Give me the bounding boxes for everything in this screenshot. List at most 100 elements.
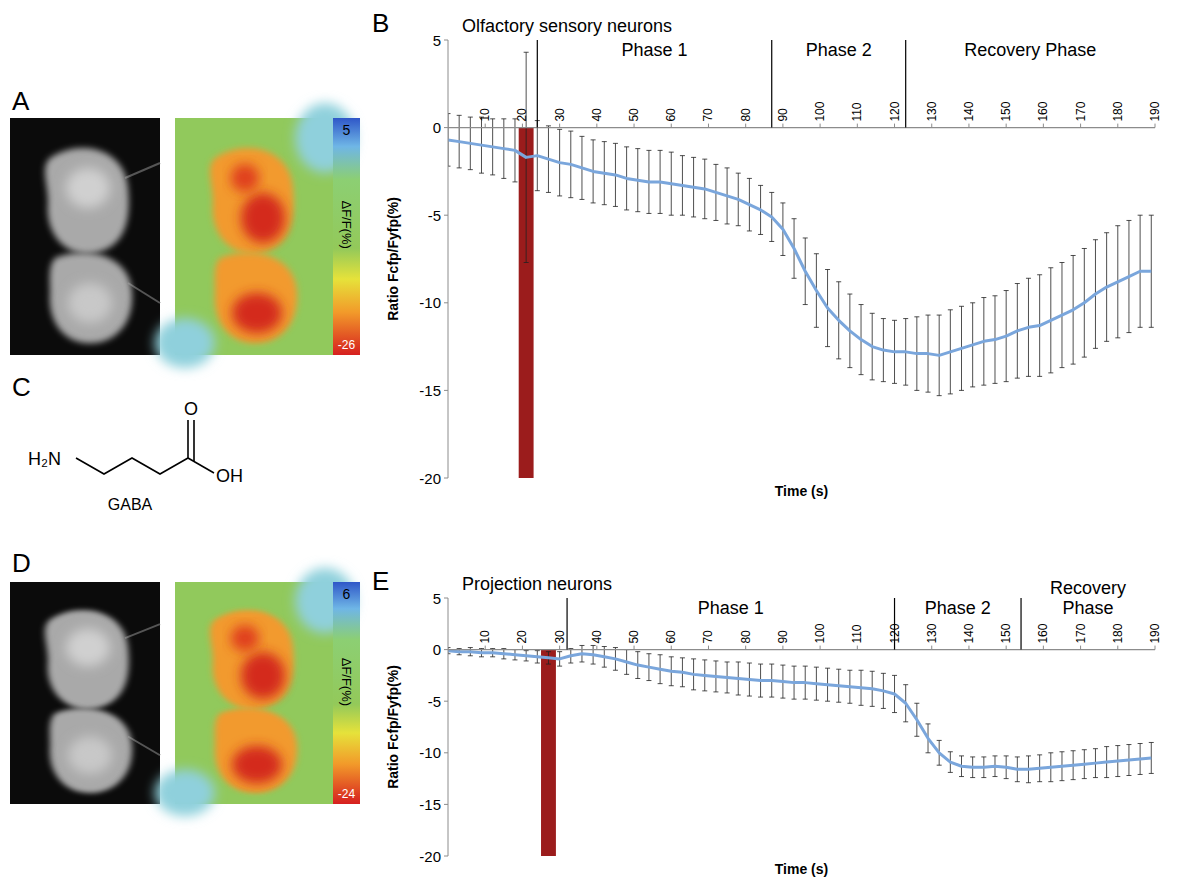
heatmap-image [155, 568, 355, 816]
y-tick-label: -20 [419, 470, 441, 487]
bond [187, 420, 189, 458]
x-tick-label: 150 [999, 101, 1013, 121]
phase-line [771, 40, 772, 128]
chart-title: Projection neurons [462, 574, 612, 594]
heat-core [232, 293, 282, 333]
x-tick-label: 190 [1148, 101, 1162, 121]
phase-label: Phase 1 [698, 598, 764, 618]
x-tick [708, 124, 709, 128]
x-tick [522, 124, 523, 128]
x-tick [1117, 646, 1118, 650]
x-tick-label: 150 [999, 623, 1013, 643]
x-axis-title: Time (s) [775, 483, 828, 499]
y-tick-label: 0 [433, 641, 441, 658]
y-tick [444, 804, 448, 805]
colorbar-label: ΔF/F(%) [339, 658, 354, 706]
heat-patch [155, 769, 215, 816]
x-tick-label: 170 [1074, 623, 1088, 643]
y-tick [444, 598, 448, 599]
figure: A5-26ΔF/F(%)D6-24ΔF/F(%)CH₂NOOHGABABOlfa… [0, 0, 1181, 884]
x-tick-label: 30 [553, 108, 567, 122]
x-tick [931, 646, 932, 650]
phase-line [1020, 598, 1021, 650]
x-tick-label: 10 [478, 108, 492, 122]
y-axis-line [448, 598, 449, 856]
x-tick-label: 110 [850, 624, 864, 643]
y-tick-label: 0 [433, 119, 441, 136]
colorbar [333, 582, 360, 804]
x-tick-label: 20 [515, 108, 529, 122]
image-ground [10, 582, 160, 804]
x-tick [782, 646, 783, 650]
atom-label: OH [216, 466, 243, 486]
x-tick [634, 124, 635, 128]
nerve [125, 624, 160, 638]
x-tick-label: 60 [664, 630, 678, 644]
y-axis-line [448, 40, 449, 478]
phase-line [537, 40, 538, 128]
bright-spot [66, 168, 110, 208]
panel-letter: D [12, 548, 31, 578]
plot-area [448, 52, 1154, 478]
x-tick-label: 40 [590, 630, 604, 644]
colorbar [333, 118, 360, 355]
y-axis-title: Ratio Fcfp/Fyfp(%) [385, 665, 401, 789]
x-tick [931, 124, 932, 128]
x-tick-label: 90 [776, 630, 790, 644]
nerve [128, 283, 160, 303]
x-tick [857, 646, 858, 650]
phase-label: Recovery Phase [964, 40, 1096, 60]
heat-lobe [210, 148, 294, 254]
data-line [448, 651, 1151, 770]
x-tick [968, 124, 969, 128]
y-tick [444, 701, 448, 702]
bright-spot [68, 737, 112, 774]
panel-letter: B [372, 8, 389, 38]
y-tick-label: -15 [419, 382, 441, 399]
atom-label: O [184, 399, 198, 419]
x-tick-label: 160 [1036, 623, 1050, 643]
x-tick [1155, 124, 1156, 128]
x-tick [1006, 124, 1007, 128]
heat-core [231, 164, 259, 192]
heat-core [231, 625, 259, 651]
x-tick [782, 124, 783, 128]
x-tick [559, 124, 560, 128]
y-tick [444, 390, 448, 391]
x-tick [671, 124, 672, 128]
x-tick [745, 646, 746, 650]
colorbar-max: 5 [343, 122, 351, 138]
x-tick-label: 20 [515, 630, 529, 644]
y-tick [444, 649, 448, 650]
x-tick [1117, 124, 1118, 128]
heat-lobe [215, 253, 297, 344]
nerve [128, 737, 160, 756]
x-axis-line [448, 649, 1155, 650]
image-ground [10, 118, 160, 355]
y-tick [444, 215, 448, 216]
grayscale-image [10, 118, 160, 355]
y-tick-label: -10 [419, 744, 441, 761]
grayscale-image [10, 582, 160, 804]
x-tick [894, 124, 895, 128]
x-tick [1155, 646, 1156, 650]
y-axis-title: Ratio Fcfp/Fyfp(%) [385, 197, 401, 321]
y-tick [444, 856, 448, 857]
phase-label: Phase 1 [621, 40, 687, 60]
plot-area [448, 645, 1154, 856]
colorbar-min: -24 [338, 787, 356, 801]
x-tick-label: 140 [962, 101, 976, 121]
background [0, 0, 1181, 884]
x-tick-label: 110 [850, 102, 864, 121]
phase-label: Phase 2 [806, 40, 872, 60]
phase-label-line: Recovery [1050, 578, 1126, 598]
heat-patch [155, 318, 215, 368]
phase-label: Phase 2 [925, 598, 991, 618]
x-tick [596, 646, 597, 650]
x-tick-label: 90 [776, 108, 790, 122]
heat-core [241, 652, 285, 699]
bond [76, 458, 188, 474]
x-tick-label: 170 [1074, 101, 1088, 121]
y-tick [444, 40, 448, 41]
x-tick [485, 646, 486, 650]
